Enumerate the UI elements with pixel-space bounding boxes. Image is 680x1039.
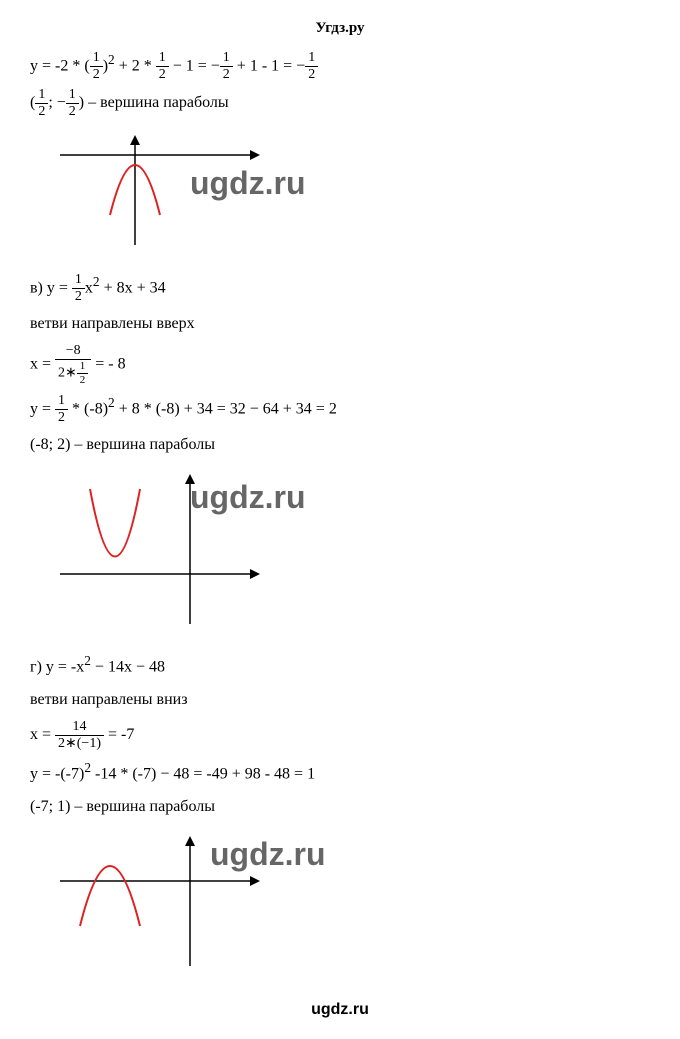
text: y = -(-7): [30, 765, 84, 782]
label: в) y =: [30, 279, 72, 296]
fraction: −82∗12: [55, 344, 91, 386]
x-calc-line: x = −82∗12 = - 8: [30, 344, 650, 386]
fraction: 12: [35, 88, 48, 119]
fraction: 12: [220, 51, 233, 82]
fraction: 12: [305, 51, 318, 82]
x-calc-line: x = 142∗(−1) = -7: [30, 720, 650, 751]
branches-line: ветви направлены вниз: [30, 686, 650, 713]
text: = - 8: [91, 355, 125, 372]
superscript: 2: [108, 395, 115, 410]
branches-line: ветви направлены вверх: [30, 310, 650, 337]
equation-line: г) y = -x2 − 14x − 48: [30, 650, 650, 681]
superscript: 2: [108, 52, 115, 67]
vertex-line: (-8; 2) – вершина параболы: [30, 431, 650, 458]
text: ; −: [48, 94, 65, 111]
page-footer: ugdz.ru: [30, 1001, 650, 1019]
text: * (-8): [68, 400, 108, 417]
text: + 8x + 34: [100, 279, 166, 296]
y-calc-line: y = 12 * (-8)2 + 8 * (-8) + 34 = 32 − 64…: [30, 392, 650, 425]
y-calc-line: y = -(-7)2 -14 * (-7) − 48 = -49 + 98 - …: [30, 757, 650, 788]
graph-2: ugdz.ru: [60, 474, 260, 624]
fraction: 12: [90, 51, 103, 82]
vertex-line: (-7; 1) – вершина параболы: [30, 793, 650, 820]
text: − 14x − 48: [91, 658, 165, 675]
text: + 2 *: [115, 57, 156, 74]
text: x =: [30, 355, 55, 372]
text: x: [85, 279, 93, 296]
text: = -7: [104, 726, 134, 743]
superscript: 2: [84, 760, 91, 775]
text: -14 * (-7) − 48 = -49 + 98 - 48 = 1: [91, 765, 315, 782]
equation-line: y = -2 * (12)2 + 2 * 12 − 1 = −12 + 1 - …: [30, 49, 650, 82]
text: + 1 - 1 = −: [233, 57, 305, 74]
text: + 8 * (-8) + 34 = 32 − 64 + 34 = 2: [115, 400, 337, 417]
fraction: 142∗(−1): [55, 720, 104, 751]
graph-3: ugdz.ru: [60, 836, 260, 966]
equation-line: в) y = 12x2 + 8x + 34: [30, 271, 650, 304]
text: x =: [30, 726, 55, 743]
superscript: 2: [93, 274, 100, 289]
parabola-graph: [60, 474, 260, 624]
page-header: Угдз.ру: [30, 20, 650, 37]
fraction: 12: [72, 273, 85, 304]
fraction: 12: [55, 394, 68, 425]
fraction: 12: [156, 51, 169, 82]
parabola-graph: [60, 135, 260, 245]
graph-1: ugdz.ru: [60, 135, 260, 245]
text: ) – вершина параболы: [79, 94, 229, 111]
text: y =: [30, 400, 55, 417]
superscript: 2: [84, 653, 91, 668]
label: г) y = -x: [30, 658, 84, 675]
text: − 1 = −: [169, 57, 220, 74]
fraction: 12: [66, 88, 79, 119]
parabola-graph: [60, 836, 260, 966]
text: y = -2 * (: [30, 57, 90, 74]
fraction: 12: [77, 361, 89, 386]
vertex-line: (12; −12) – вершина параболы: [30, 88, 650, 119]
